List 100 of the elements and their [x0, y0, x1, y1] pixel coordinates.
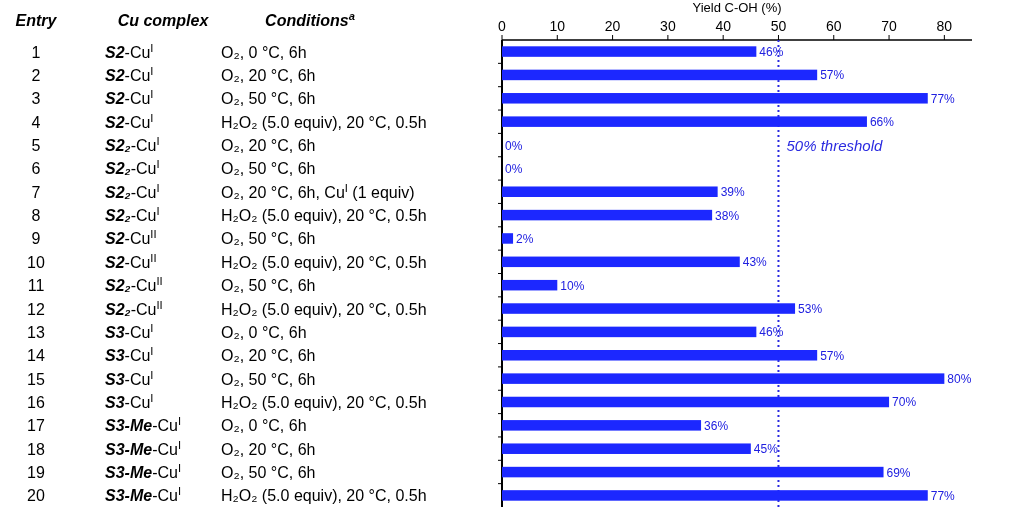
data-label: 46%: [759, 45, 784, 60]
y-tick-label: 17: [27, 417, 45, 435]
y-tick-label: 12: [27, 300, 45, 318]
y-tick-label: 13: [27, 323, 45, 341]
text: S3-Cu$^{I}$: [105, 321, 154, 341]
text: S3-Me-Cu$^{I}$: [105, 438, 182, 458]
text: O₂, 20 °C, 6h: [221, 347, 316, 365]
y-tick-label: 4: [31, 113, 41, 131]
text: O₂, 50 °C, 6h: [221, 370, 316, 388]
data-label: 70%: [892, 395, 917, 410]
text: S2-Cu$^{II}$: [105, 228, 157, 248]
text: H₂O₂ (5.0 equiv), 20 °C, 0.5h: [221, 487, 427, 505]
x2-tick-label: 60: [825, 18, 842, 34]
y-tick-label: 14: [27, 347, 45, 365]
text: S3-Me-Cu$^{I}$: [105, 485, 182, 505]
y-tick-label: 11: [27, 277, 45, 295]
text: H₂O₂ (5.0 equiv), 20 °C, 0.5h: [221, 207, 427, 225]
data-label: 0%: [505, 161, 523, 176]
bar: [502, 116, 867, 127]
data-label: 80%: [947, 372, 972, 387]
text: H₂O₂ (5.0 equiv), 20 °C, 0.5h: [221, 300, 427, 318]
text: S2₂-Cu$^{I}$: [105, 181, 160, 201]
text: S2-Cu$^{I}$: [105, 41, 154, 61]
text: S2-Cu$^{I}$: [105, 64, 154, 84]
text: S2₂-Cu$^{I}$: [105, 135, 160, 155]
data-label: 38%: [715, 208, 740, 223]
y-axis-title: Entry: [15, 12, 58, 29]
text: S3-Me-Cu$^{I}$: [105, 415, 182, 435]
y-tick-label: 2: [31, 66, 41, 84]
y-tick-label: 19: [27, 464, 45, 482]
y-tick-label: 18: [27, 440, 45, 458]
data-label: 57%: [820, 68, 845, 83]
bar: [502, 279, 558, 291]
text: S2-Cu$^{II}$: [105, 251, 157, 271]
y-tick-label: 7: [31, 183, 41, 201]
text: S2₂-Cu$^{I}$: [105, 205, 160, 225]
text: O₂, 20 °C, 6h: [221, 440, 316, 458]
y-tick-label: 8: [31, 207, 41, 225]
text: S3-Cu$^{I}$: [105, 368, 154, 388]
bar: [502, 303, 796, 314]
x2-axis-title: Yield C-OH (%): [692, 0, 782, 15]
x2-tick-label: 50: [770, 18, 787, 34]
text: S2-Cu$^{I}$: [105, 111, 154, 131]
text: S2₂-Cu$^{II}$: [105, 275, 163, 295]
data-label: 53%: [798, 302, 823, 317]
x2-tick-label: 40: [715, 18, 732, 34]
text: O₂, 20 °C, 6h, Cu$^{I}$ (1 equiv): [221, 181, 415, 201]
bar: [502, 256, 740, 268]
x2-tick-label: 80: [936, 18, 953, 34]
bar: [502, 209, 713, 221]
text: H₂O₂ (5.0 equiv), 20 °C, 0.5h: [221, 253, 427, 271]
bar: [502, 420, 702, 431]
data-label: 0%: [505, 138, 523, 153]
bar: [502, 93, 928, 104]
data-label: 77%: [930, 91, 956, 106]
bar: [502, 373, 945, 384]
y-tick-label: 1: [31, 43, 41, 61]
text: O₂, 50 °C, 6h: [221, 277, 316, 295]
data-label: 10%: [560, 278, 585, 293]
text: O₂, 20 °C, 6h: [221, 66, 316, 84]
text: H₂O₂ (5.0 equiv), 20 °C, 0.5h: [221, 393, 427, 411]
y-tick-label: 3: [31, 90, 41, 108]
x2-tick-label: 0: [498, 18, 507, 34]
y-tick-label: 20: [27, 487, 45, 505]
text: O₂, 50 °C, 6h: [221, 464, 316, 482]
data-label: 39%: [720, 185, 745, 200]
text: S3-Cu$^{I}$: [105, 345, 154, 365]
text: S2₂-Cu$^{II}$: [105, 298, 163, 318]
text: O₂, 0 °C, 6h: [221, 43, 307, 61]
text: S2₂-Cu$^{I}$: [105, 158, 160, 178]
bar: [502, 186, 718, 197]
bar: [502, 233, 514, 244]
text: O₂, 50 °C, 6h: [221, 230, 316, 248]
text: Conditions$^{a}$: [265, 10, 355, 29]
y-tick-label: 15: [27, 370, 45, 388]
text: O₂, 0 °C, 6h: [221, 417, 307, 435]
data-label: 77%: [930, 488, 956, 503]
text: S3-Cu$^{I}$: [105, 391, 154, 411]
bar: [502, 443, 751, 454]
data-label: 57%: [820, 348, 845, 363]
bar: [502, 490, 928, 501]
data-label: 66%: [869, 115, 895, 130]
bar: [502, 326, 757, 338]
text: O₂, 50 °C, 6h: [221, 90, 316, 108]
x2-tick-label: 20: [604, 18, 621, 34]
ref-line-label: 50% threshold: [786, 137, 884, 155]
text: O₂, 20 °C, 6h: [221, 137, 316, 155]
data-label: 46%: [759, 325, 784, 340]
x2-tick-label: 10: [549, 18, 566, 34]
text: O₂, 50 °C, 6h: [221, 160, 316, 178]
y-tick-label: 6: [31, 160, 41, 178]
bar: [502, 350, 818, 361]
bar: [502, 466, 884, 478]
text: O₂, 0 °C, 6h: [221, 323, 307, 341]
text: Cu complex: [117, 12, 210, 29]
y-tick-label: 9: [31, 230, 41, 248]
data-label: 69%: [886, 465, 911, 480]
data-label: 2%: [516, 231, 534, 246]
text: S2-Cu$^{I}$: [105, 88, 154, 108]
text: S3-Me-Cu$^{I}$: [105, 462, 182, 482]
